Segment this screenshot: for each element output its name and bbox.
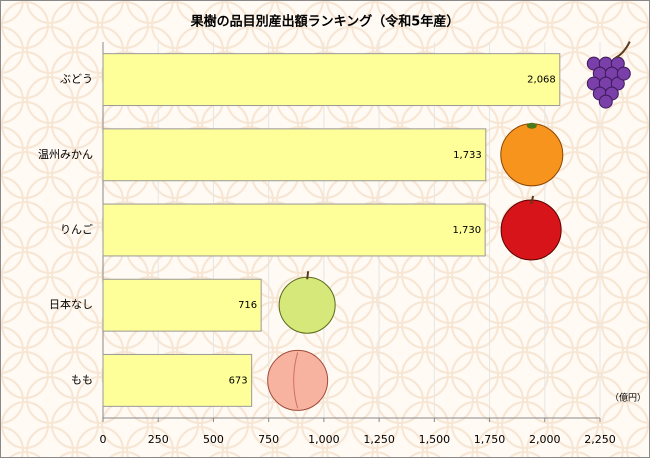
crease bbox=[293, 352, 299, 409]
stem bbox=[306, 271, 310, 280]
bar bbox=[102, 128, 487, 182]
fruit-icon bbox=[278, 271, 336, 334]
x-tick-label: 250 bbox=[148, 433, 169, 446]
y-tick-label: 温州みかん bbox=[38, 148, 93, 161]
value-label: 716 bbox=[238, 300, 257, 311]
pear bbox=[278, 276, 336, 334]
x-tick-label: 750 bbox=[258, 433, 279, 446]
orange bbox=[500, 123, 564, 187]
stem bbox=[615, 41, 631, 59]
bar bbox=[102, 353, 253, 407]
peach bbox=[267, 349, 329, 411]
bar bbox=[102, 278, 262, 332]
y-tick-label: りんご bbox=[60, 222, 93, 236]
stem bbox=[530, 195, 535, 205]
y-tick-label: ぶどう bbox=[60, 73, 93, 86]
y-tick-label: もも bbox=[71, 373, 93, 386]
x-tick-label: 2,000 bbox=[529, 433, 561, 446]
grape bbox=[616, 66, 631, 81]
fruit-icon bbox=[267, 349, 329, 411]
x-tick-label: 1,500 bbox=[419, 433, 451, 446]
bar bbox=[102, 203, 486, 257]
fruit-icon bbox=[586, 41, 631, 109]
fruit-icon bbox=[500, 195, 562, 261]
x-tick-label: 1,000 bbox=[308, 433, 340, 446]
x-tick-label: 1,250 bbox=[363, 433, 395, 446]
value-label: 1,733 bbox=[453, 150, 482, 161]
y-tick-label: 日本なし bbox=[49, 297, 93, 311]
grape bbox=[598, 94, 613, 109]
value-label: 2,068 bbox=[527, 75, 556, 86]
x-tick-label: 1,750 bbox=[474, 433, 506, 446]
chart-title: 果樹の品目別産出額ランキング（令和5年産） bbox=[190, 14, 460, 30]
leaf bbox=[526, 122, 537, 129]
x-tick-label: 0 bbox=[100, 433, 107, 446]
x-tick-label: 2,250 bbox=[584, 433, 616, 446]
bar bbox=[102, 53, 561, 107]
value-label: 673 bbox=[229, 375, 248, 386]
apple bbox=[500, 199, 562, 261]
unit-label: （億円） bbox=[610, 392, 646, 404]
fruit-icon bbox=[500, 122, 564, 187]
x-tick-label: 500 bbox=[203, 433, 224, 446]
value-label: 1,730 bbox=[452, 225, 481, 236]
